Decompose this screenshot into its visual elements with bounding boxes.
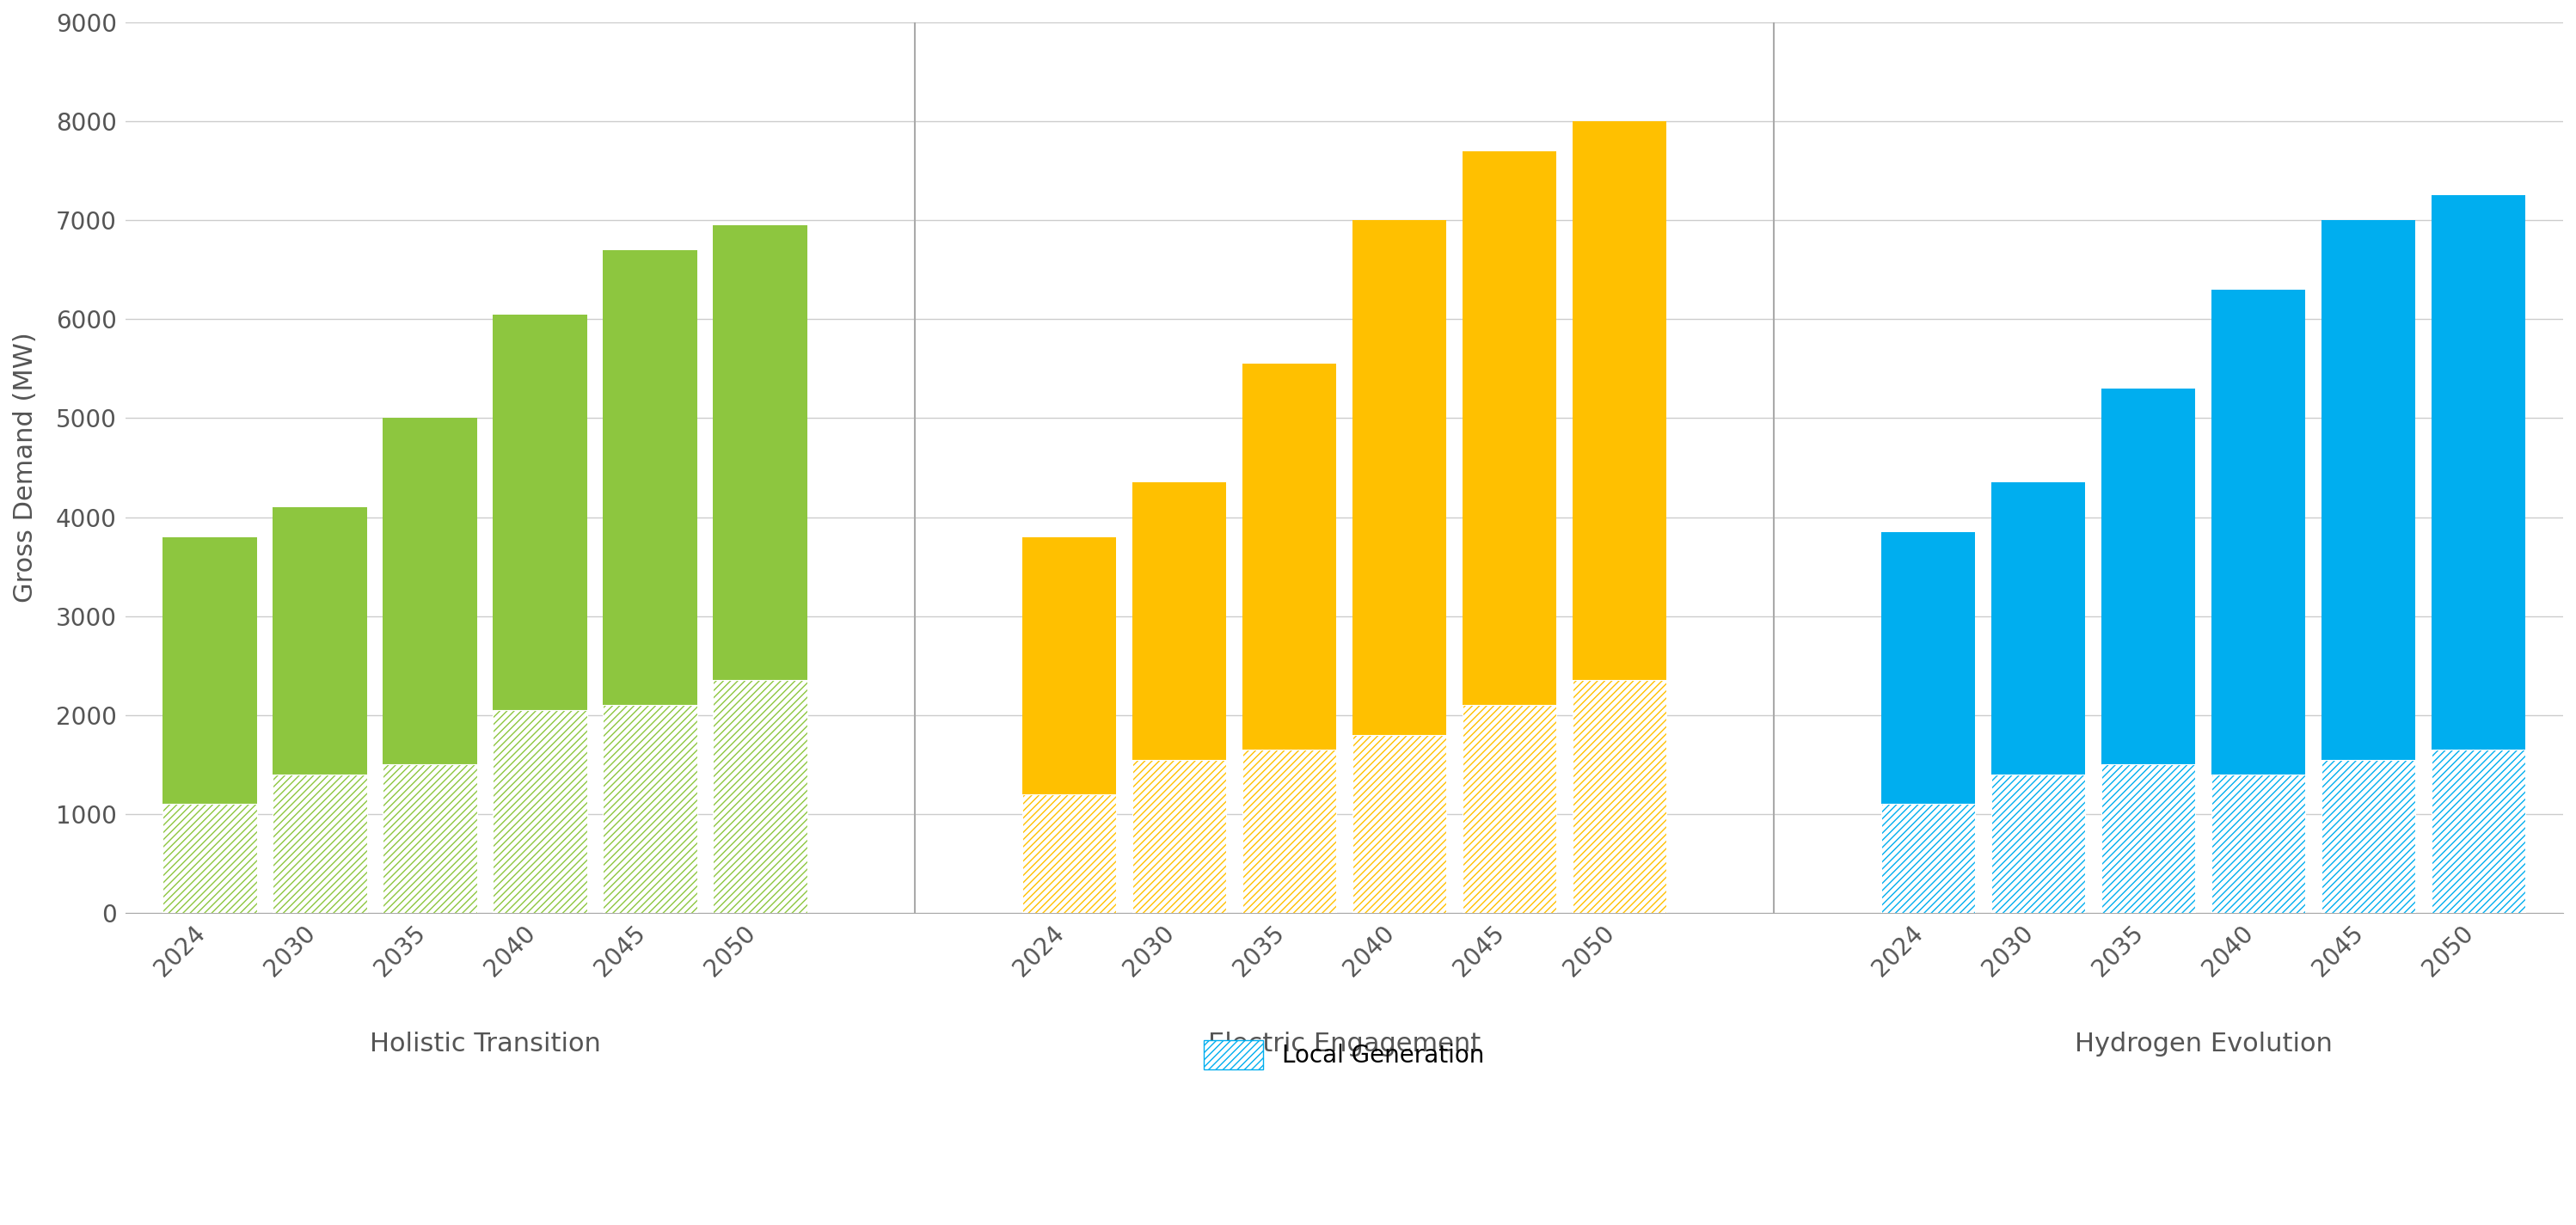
Bar <box>1352 735 1445 913</box>
Text: Hydrogen Evolution: Hydrogen Evolution <box>2074 1031 2331 1057</box>
Bar <box>2102 764 2195 913</box>
Bar <box>162 537 258 804</box>
Bar <box>2210 289 2306 774</box>
Bar <box>1571 680 1667 913</box>
Bar <box>1880 804 1976 913</box>
Bar <box>273 507 366 774</box>
Bar <box>2102 764 2195 913</box>
Bar <box>162 804 258 913</box>
Bar <box>1463 706 1556 913</box>
Bar <box>2432 750 2524 913</box>
Y-axis label: Gross Demand (MW): Gross Demand (MW) <box>13 332 39 603</box>
Bar <box>2210 774 2306 913</box>
Text: Electric Engagement: Electric Engagement <box>1208 1031 1481 1057</box>
Bar <box>273 774 366 913</box>
Bar <box>1242 364 1337 750</box>
Bar <box>603 250 698 706</box>
Bar <box>2321 760 2416 913</box>
Text: Holistic Transition: Holistic Transition <box>368 1031 600 1057</box>
Bar <box>2210 774 2306 913</box>
Bar <box>1023 537 1115 794</box>
Bar <box>162 804 258 913</box>
Bar <box>1991 774 2084 913</box>
Bar <box>1880 532 1976 804</box>
Bar <box>2321 220 2416 760</box>
Bar <box>384 418 477 764</box>
Bar <box>273 774 366 913</box>
Bar <box>603 706 698 913</box>
Bar <box>1463 151 1556 706</box>
Bar <box>1571 680 1667 913</box>
Legend: Local Generation: Local Generation <box>1193 1030 1494 1079</box>
Bar <box>2321 760 2416 913</box>
Bar <box>1131 760 1226 913</box>
Bar <box>1991 483 2084 774</box>
Bar <box>492 710 587 913</box>
Bar <box>1352 735 1445 913</box>
Bar <box>603 706 698 913</box>
Bar <box>1880 804 1976 913</box>
Bar <box>492 315 587 710</box>
Bar <box>1131 760 1226 913</box>
Bar <box>714 680 806 913</box>
Bar <box>2432 750 2524 913</box>
Bar <box>2102 388 2195 764</box>
Bar <box>1991 774 2084 913</box>
Bar <box>2432 196 2524 750</box>
Bar <box>384 764 477 913</box>
Bar <box>1463 706 1556 913</box>
Bar <box>1242 750 1337 913</box>
Bar <box>1023 794 1115 913</box>
Bar <box>1352 220 1445 735</box>
Bar <box>714 225 806 680</box>
Bar <box>1571 121 1667 680</box>
Bar <box>1131 483 1226 760</box>
Bar <box>714 680 806 913</box>
Bar <box>384 764 477 913</box>
Bar <box>492 710 587 913</box>
Bar <box>1242 750 1337 913</box>
Bar <box>1023 794 1115 913</box>
